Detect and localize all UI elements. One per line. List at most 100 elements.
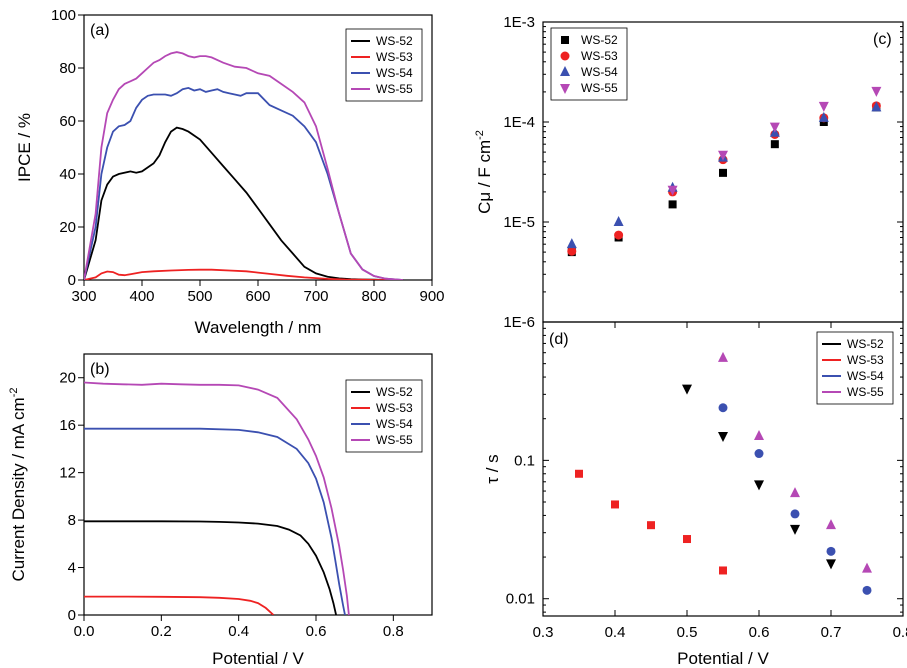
legend-label: WS-55: [376, 82, 413, 96]
y-tick-label: 0.1: [514, 452, 535, 469]
y-tick-label: 60: [59, 113, 76, 130]
data-point-ws-52: [718, 431, 728, 442]
y-tick-label: 1E-3: [503, 14, 535, 31]
x-tick-label: 500: [187, 288, 212, 305]
data-point-ws-54: [790, 509, 800, 519]
y-axis-label-text: τ / s: [483, 454, 502, 483]
data-point-ws-55: [754, 429, 764, 440]
series-line-ws-54: [84, 86, 404, 280]
data-point-ws-53: [647, 521, 655, 530]
panel-b: 0.0 0.2 0.4 0.6 0.8 0 4 8 12 16 20 Potential / V Cur…: [8, 353, 433, 668]
panel-label: (b): [90, 361, 110, 378]
data-point-ws-54: [718, 403, 728, 413]
y-tick-label: 20: [59, 219, 76, 236]
data-point-ws-54: [613, 216, 624, 226]
legend-label: WS-55: [376, 433, 413, 447]
series-line-ws-55: [84, 51, 404, 280]
data-point-ws-52: [719, 168, 727, 177]
y-axis-label: Cμ / F cm-2: [474, 130, 494, 214]
data-point-ws-53: [683, 535, 691, 544]
legend-marker: [560, 51, 570, 61]
x-tick-label: 0.8: [383, 623, 404, 640]
data-layer: [84, 381, 350, 615]
series-line-ws-54: [84, 427, 346, 615]
y-tick-label: 12: [59, 465, 76, 482]
data-point-ws-55: [769, 122, 780, 133]
data-point-ws-53: [575, 469, 583, 478]
panel-a: 300 400 500 600 700 800 900 0 20 40 60 80 100 Wavelen…: [15, 7, 445, 337]
x-tick-label: 400: [129, 288, 154, 305]
y-axis-label: IPCE / %: [15, 113, 34, 182]
data-point-ws-55: [826, 519, 836, 530]
y-tick-label: 100: [51, 7, 76, 24]
y-tick-label: 8: [68, 512, 76, 529]
legend: WS-52 WS-53 WS-54 WS-55: [345, 379, 423, 453]
panel-label: (a): [90, 22, 110, 39]
series-line-ws-52: [84, 520, 337, 615]
data-point-ws-55: [667, 185, 678, 196]
y-tick-label: 1E-5: [503, 214, 535, 231]
data-point-ws-55: [862, 562, 872, 573]
y-tick-label: 40: [59, 166, 76, 183]
x-tick-label: 300: [71, 288, 96, 305]
legend-label: WS-52: [376, 34, 413, 48]
legend: WS-52 WS-53 WS-54 WS-55: [816, 331, 894, 405]
data-layer: [566, 86, 882, 257]
legend-label: WS-53: [376, 50, 413, 64]
y-tick-label: 1E-4: [503, 114, 535, 131]
y-tick-label: 1E-6: [503, 314, 535, 331]
series-line-ws-52: [84, 126, 403, 280]
data-point-ws-53: [719, 566, 727, 575]
y-axis-label-text: IPCE / %: [15, 113, 34, 182]
x-tick-label: 0.2: [151, 623, 172, 640]
y-tick-label: 80: [59, 60, 76, 77]
plot-frame-d: [542, 321, 904, 617]
x-tick-label: 0.6: [306, 623, 327, 640]
y-axis-label-sup: -2: [474, 130, 486, 140]
legend-marker: [560, 66, 570, 76]
data-point-ws-55: [718, 351, 728, 362]
panel-label: (c): [873, 31, 892, 48]
legend-label: WS-52: [581, 33, 618, 47]
series-line-ws-53: [84, 595, 275, 615]
data-layer: [84, 51, 404, 280]
data-point-ws-54: [871, 101, 882, 112]
data-point-ws-55: [718, 150, 728, 161]
x-tick-label: 0.4: [605, 624, 626, 641]
legend-label: WS-53: [847, 353, 884, 367]
legend-label: WS-55: [581, 81, 618, 95]
series-line-ws-55: [84, 381, 350, 615]
y-axis-label-sup: -2: [8, 388, 20, 398]
data-point-ws-54: [566, 238, 577, 249]
y-tick-label: 0: [68, 272, 76, 289]
data-point-ws-52: [682, 384, 692, 395]
data-point-ws-53: [611, 500, 619, 509]
y-tick-label: 0.01: [506, 591, 535, 608]
data-point-ws-52: [790, 524, 800, 535]
legend-marker: [561, 36, 569, 44]
x-tick-label: 0.7: [821, 624, 842, 641]
data-point-ws-54: [826, 546, 836, 556]
y-axis-label-text: Current Density / mA cm: [9, 397, 28, 581]
x-tick-label: 0.4: [228, 623, 249, 640]
x-tick-label: 0.3: [533, 624, 554, 641]
legend-label: WS-54: [376, 66, 413, 80]
y-axis-label: Current Density / mA cm-2: [8, 388, 28, 582]
data-point-ws-54: [818, 111, 829, 122]
legend-label: WS-53: [581, 49, 618, 63]
data-point-ws-55: [871, 86, 882, 97]
x-axis-label: Wavelength / nm: [195, 318, 322, 337]
legend: WS-52 WS-53 WS-54 WS-55: [550, 27, 628, 101]
x-tick-label: 0.8: [893, 624, 907, 641]
x-tick-label: 0.5: [677, 624, 698, 641]
y-tick-label: 20: [59, 370, 76, 387]
legend: WS-52 WS-53 WS-54 WS-55: [345, 28, 423, 102]
data-layer: [575, 351, 872, 595]
y-tick-label: 16: [59, 417, 76, 434]
plot-frame-b: [83, 353, 433, 616]
x-tick-label: 900: [419, 288, 444, 305]
y-tick-label: 0: [68, 607, 76, 624]
data-point-ws-53: [614, 230, 624, 240]
data-point-ws-52: [668, 200, 677, 209]
x-tick-label: 700: [303, 288, 328, 305]
